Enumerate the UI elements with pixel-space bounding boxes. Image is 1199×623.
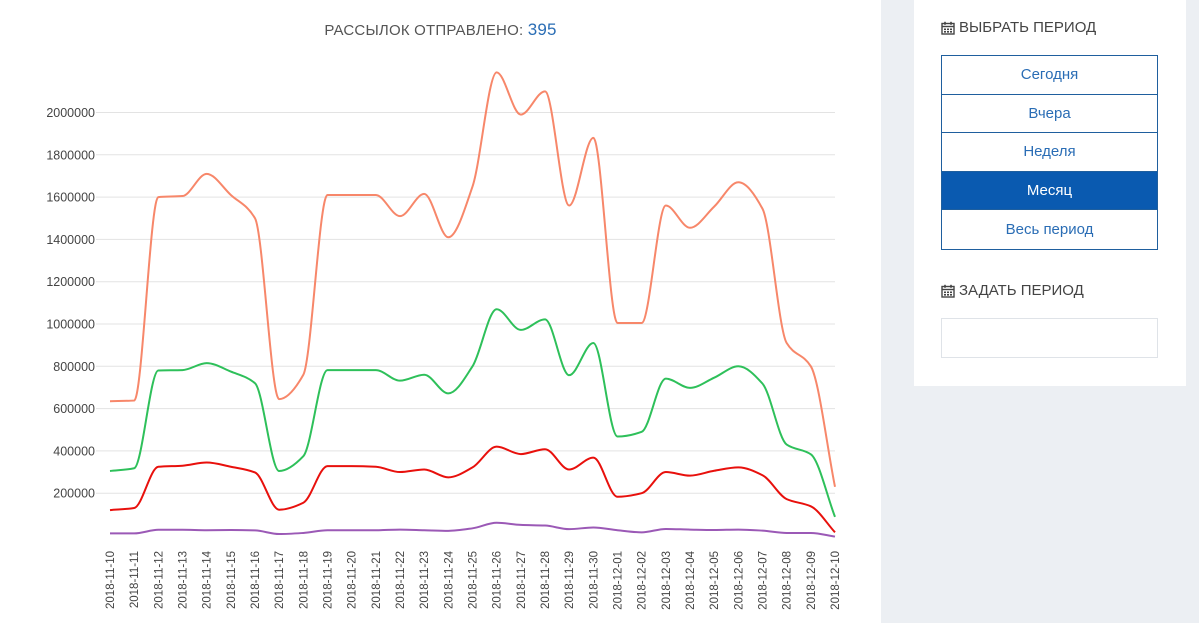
series-line-purple: [109, 521, 836, 538]
x-tick-label: 2018-11-18: [298, 551, 310, 609]
x-tick-label: 2018-12-07: [758, 551, 770, 610]
x-tick-label: 2018-11-22: [395, 551, 407, 609]
x-tick-label: 2018-12-09: [806, 551, 818, 610]
y-tick-label: 600000: [53, 402, 95, 416]
x-tick-label: 2018-11-21: [371, 551, 383, 609]
y-tick-label: 1200000: [46, 275, 95, 289]
x-tick-label: 2018-12-10: [830, 551, 842, 610]
x-tick-label: 2018-11-24: [443, 550, 455, 609]
series-line-red: [109, 445, 836, 534]
y-tick-label: 200000: [53, 487, 95, 501]
x-tick-label: 2018-12-01: [613, 551, 625, 610]
set-period-heading: ЗАДАТЬ ПЕРИОД: [941, 282, 1084, 299]
y-tick-label: 800000: [53, 360, 95, 374]
x-tick-label: 2018-11-30: [588, 551, 600, 609]
choose-period-heading: ВЫБРАТЬ ПЕРИОД: [941, 19, 1096, 36]
period-yesterday-button[interactable]: Вчера: [942, 94, 1157, 134]
y-tick-label: 2000000: [46, 106, 95, 120]
x-axis-ticks: 2018-11-10 2018-11-11 2018-11-12 2018-11-13…: [105, 550, 842, 609]
mailings-count: 395: [527, 20, 557, 39]
period-month-button[interactable]: Месяц: [942, 171, 1157, 211]
y-tick-label: 1000000: [46, 318, 95, 332]
x-tick-label: 2018-11-20: [347, 551, 359, 609]
period-week-button[interactable]: Неделя: [942, 133, 1157, 172]
period-options: Сегодня Вчера Неделя Месяц Весь период: [941, 55, 1158, 250]
chart-grid: [96, 112, 835, 494]
x-tick-label: 2018-11-26: [492, 551, 504, 609]
y-tick-label: 1800000: [46, 148, 95, 162]
x-tick-label: 2018-11-14: [202, 550, 214, 609]
x-tick-label: 2018-11-28: [540, 551, 552, 609]
x-tick-label: 2018-11-16: [250, 551, 262, 609]
chart-panel: РАССЫЛОК ОТПРАВЛЕНО: 395 200000 400000 600…: [0, 20, 881, 610]
x-tick-label: 2018-11-29: [564, 551, 576, 609]
choose-period-title: ВЫБРАТЬ ПЕРИОД: [959, 19, 1097, 36]
chart-series: [109, 71, 836, 538]
x-tick-label: 2018-12-04: [685, 550, 697, 609]
period-today-button[interactable]: Сегодня: [942, 56, 1157, 95]
x-tick-label: 2018-11-19: [323, 551, 335, 609]
x-tick-label: 2018-12-03: [661, 551, 673, 610]
series-line-salmon: [109, 71, 836, 488]
x-tick-label: 2018-11-27: [516, 551, 528, 609]
calendar-icon: [941, 284, 955, 298]
y-tick-label: 1600000: [46, 191, 95, 205]
y-axis-ticks: 200000 400000 600000 800000 1000000 1200000 14…: [46, 106, 95, 501]
series-line-green: [109, 308, 836, 518]
x-tick-label: 2018-11-12: [153, 551, 165, 609]
x-tick-label: 2018-11-13: [178, 551, 190, 609]
line-chart: 200000 400000 600000 800000 1000000 1200000 14…: [46, 71, 842, 610]
y-tick-label: 400000: [53, 444, 95, 458]
x-tick-label: 2018-12-08: [782, 551, 794, 610]
x-tick-label: 2018-12-02: [637, 551, 649, 610]
chart-title: РАССЫЛОК ОТПРАВЛЕНО: 395: [0, 20, 881, 40]
x-tick-label: 2018-11-25: [468, 551, 480, 609]
x-tick-label: 2018-11-10: [105, 551, 117, 609]
date-range-input[interactable]: [941, 318, 1158, 358]
x-tick-label: 2018-12-06: [733, 551, 745, 610]
x-tick-label: 2018-11-15: [226, 551, 238, 609]
period-all-button[interactable]: Весь период: [942, 210, 1157, 249]
set-period-title: ЗАДАТЬ ПЕРИОД: [959, 282, 1084, 299]
x-tick-label: 2018-11-11: [129, 551, 141, 608]
x-tick-label: 2018-11-23: [419, 551, 431, 609]
calendar-icon: [941, 21, 955, 35]
chart-title-label: РАССЫЛОК ОТПРАВЛЕНО:: [324, 22, 524, 39]
x-tick-label: 2018-11-17: [274, 551, 286, 609]
x-tick-label: 2018-12-05: [709, 551, 721, 610]
y-tick-label: 1400000: [46, 233, 95, 247]
